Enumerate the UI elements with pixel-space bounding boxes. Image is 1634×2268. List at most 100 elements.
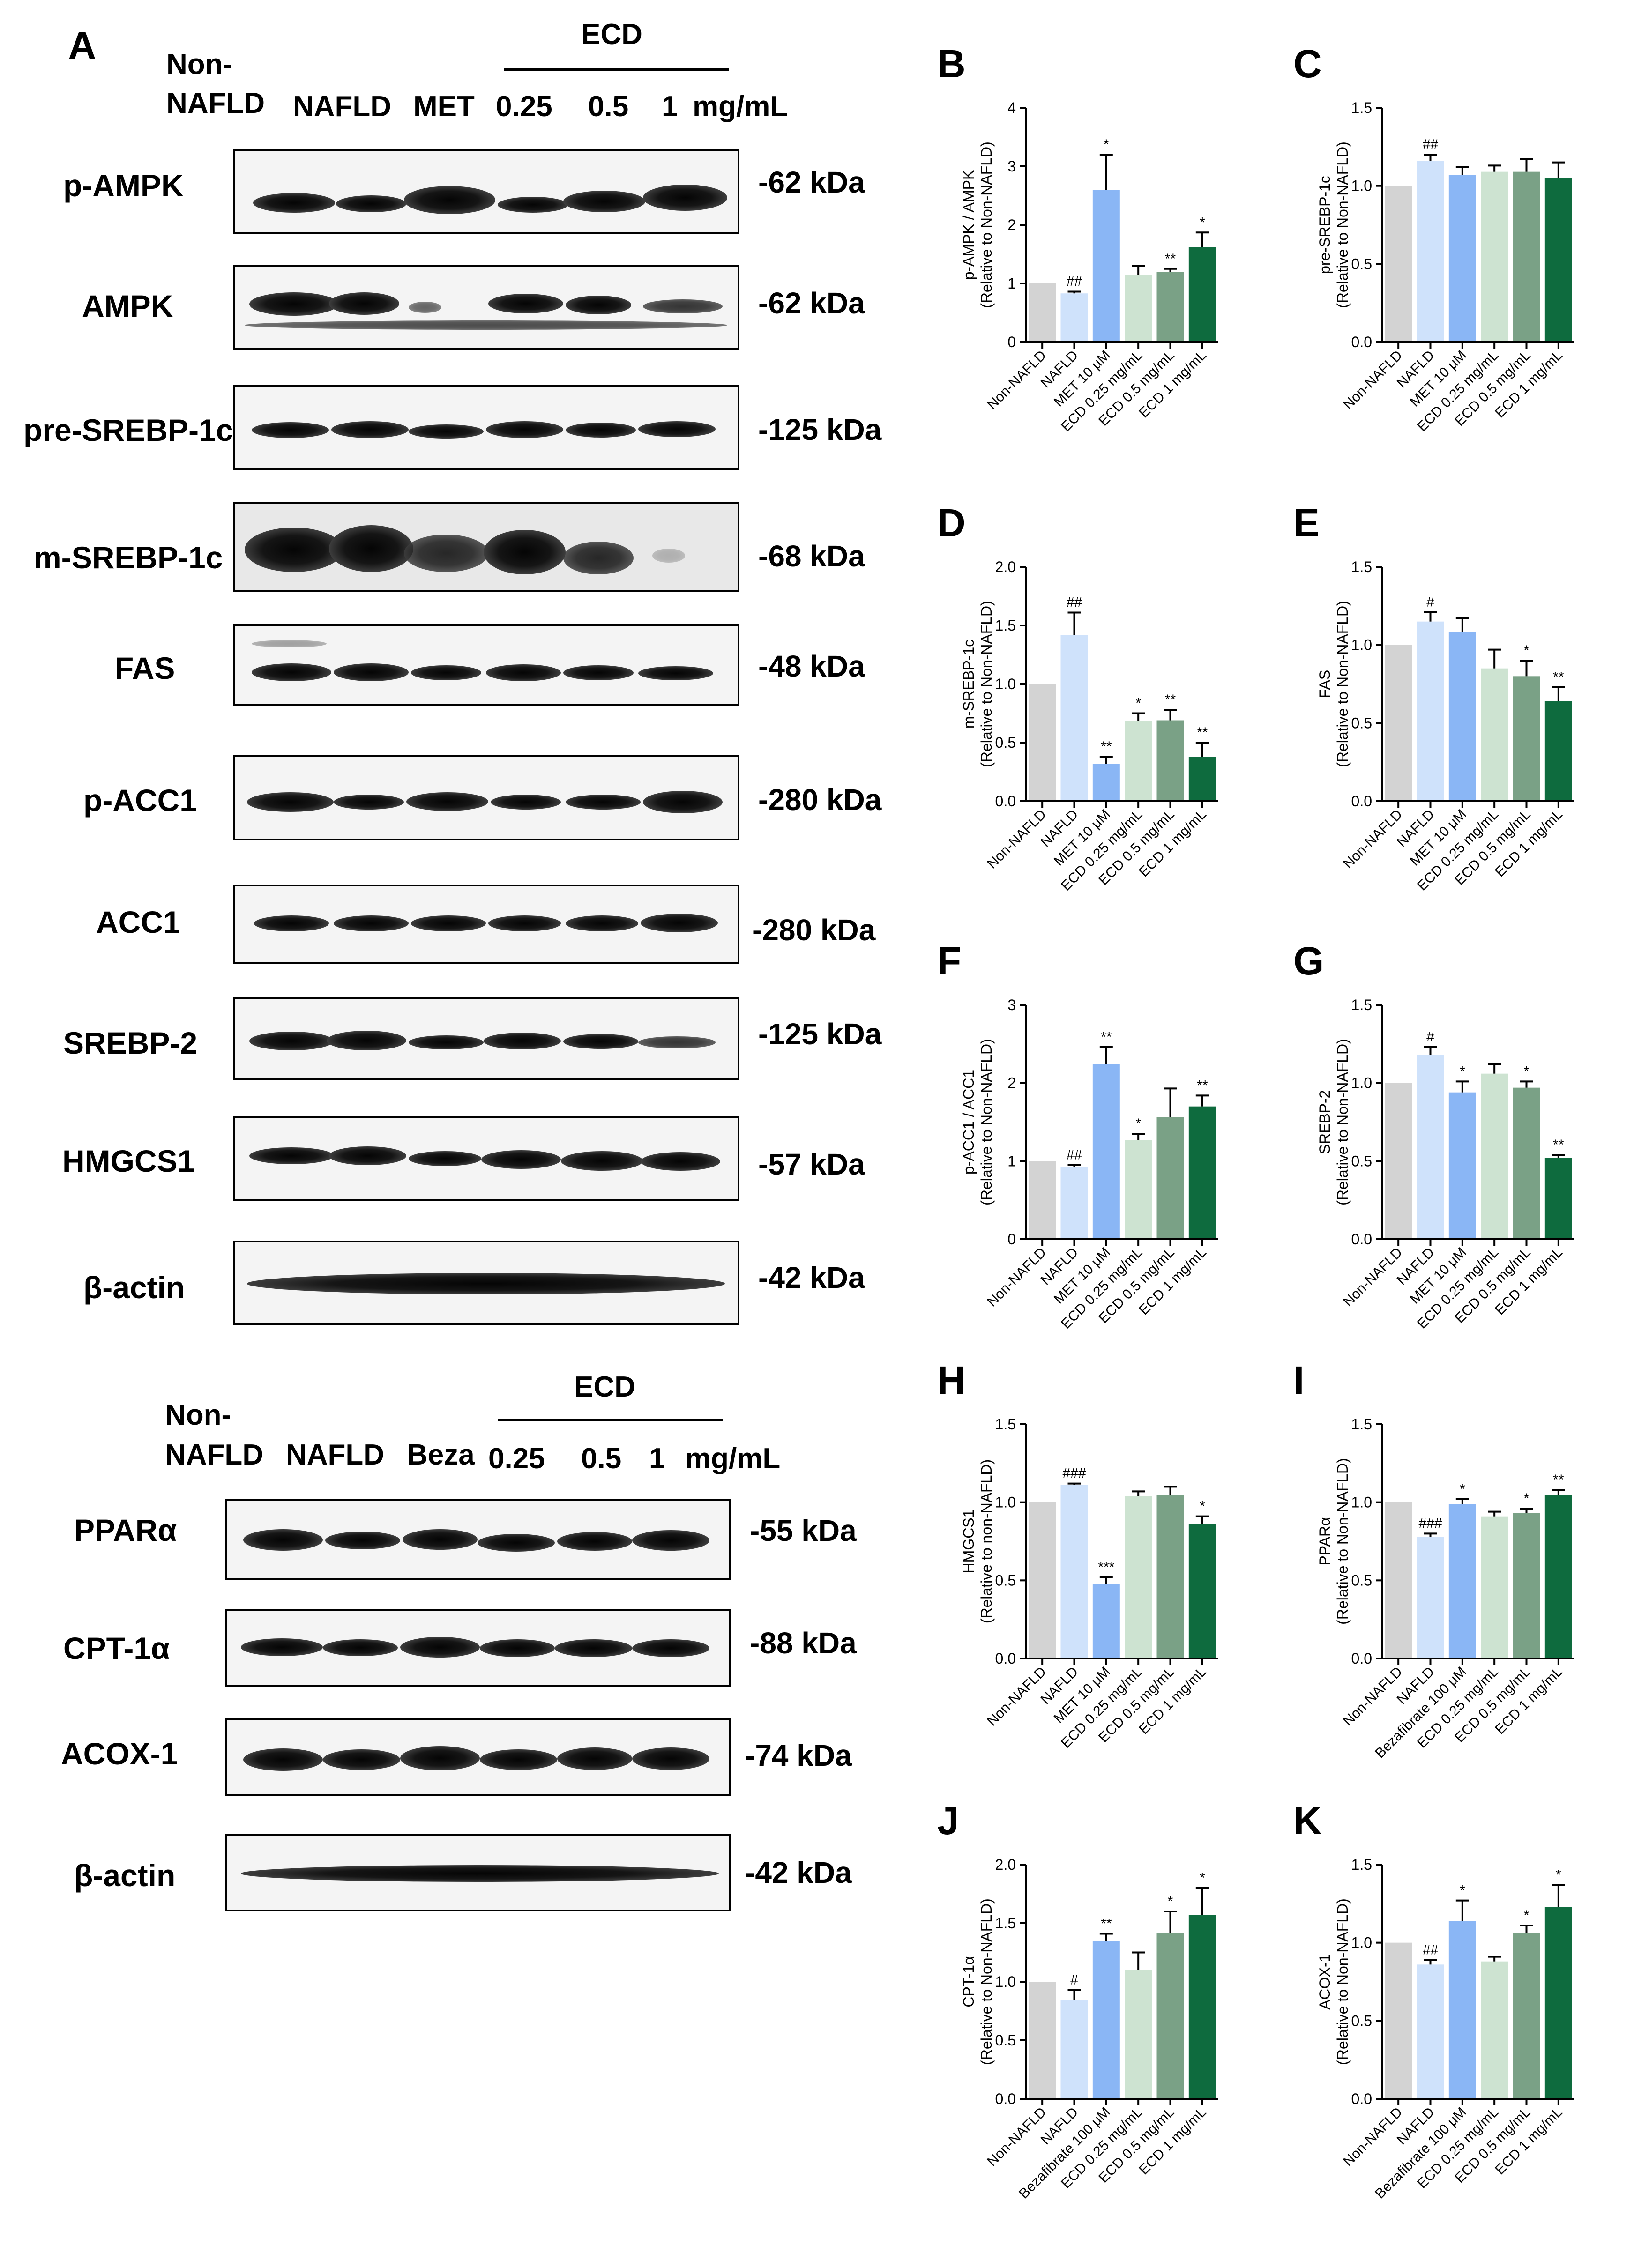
bar — [1029, 283, 1056, 342]
y-tick-label: 3 — [1007, 996, 1016, 1013]
significance-label: * — [1168, 1894, 1173, 1909]
bar — [1513, 1933, 1540, 2099]
chart-d: D##*** ****0.00.51.01.52.0Non-NAFLDNAFLDM… — [937, 501, 1218, 894]
bar — [1448, 632, 1476, 801]
bar — [1060, 293, 1088, 342]
significance-label: ## — [1423, 137, 1439, 152]
y-axis-label: FAS — [1316, 670, 1333, 698]
bar — [1481, 1961, 1508, 2099]
y-axis-label: PPARα — [1316, 1517, 1333, 1565]
blot-image — [233, 502, 739, 592]
header-ecd-line — [498, 1419, 723, 1421]
bar — [1125, 275, 1152, 342]
header-nafld: NAFLD — [293, 90, 392, 123]
bar — [1448, 1921, 1476, 2099]
panel-letter: F — [937, 939, 961, 983]
y-tick-label: 1.0 — [995, 1973, 1016, 1990]
y-tick-label: 0.0 — [1351, 1650, 1372, 1667]
blot-image — [225, 1499, 731, 1580]
y-axis-sublabel: (Relative to Non-NAFLD) — [978, 141, 995, 308]
y-tick-label: 0.5 — [995, 1572, 1016, 1589]
y-axis-sublabel: (Relative to Non-NAFLD) — [978, 601, 995, 767]
y-tick-label: 1.0 — [1351, 178, 1372, 194]
blot-image — [233, 885, 739, 964]
blot-kda: -55 kDa — [750, 1514, 857, 1547]
bar — [1417, 1537, 1444, 1658]
chart-j: J#****0.00.51.01.52.0Non-NAFLDNAFLDBezaf… — [937, 1799, 1218, 2201]
header-ecd: ECD — [581, 18, 642, 51]
blot-kda: -74 kDa — [745, 1739, 852, 1772]
y-tick-label: 1.5 — [1351, 996, 1372, 1013]
y-axis-sublabel: (Relative to Non-NAFLD) — [1334, 1039, 1351, 1205]
blot-label: ACC1 — [96, 905, 180, 939]
blot-label: FAS — [115, 651, 175, 685]
bar — [1029, 684, 1056, 801]
bar — [1188, 757, 1216, 801]
bar — [1125, 1140, 1152, 1239]
bar — [1092, 1941, 1120, 2099]
significance-label: * — [1524, 1063, 1530, 1079]
y-axis-label: p-AMPK / AMPK — [960, 170, 977, 280]
y-axis-sublabel: (Relative to Non-NAFLD) — [978, 1039, 995, 1205]
bar — [1448, 1092, 1476, 1239]
bar — [1513, 1087, 1540, 1239]
blot-kda: -125 kDa — [758, 413, 882, 446]
significance-label: ** — [1553, 1137, 1564, 1153]
y-tick-label: 1.5 — [995, 1915, 1016, 1932]
blot-image — [225, 1834, 731, 1911]
header-nafld: NAFLD — [286, 1439, 385, 1471]
header-beza: Beza — [407, 1439, 475, 1471]
panel-letter: B — [937, 42, 966, 86]
panel-letter: C — [1293, 42, 1322, 86]
y-tick-label: 0 — [1007, 334, 1016, 350]
header-dose-05: 0.5 — [588, 90, 629, 123]
y-tick-label: 0.5 — [995, 734, 1016, 751]
blot-label: CPT-1α — [63, 1631, 170, 1666]
panel-letter: K — [1293, 1799, 1322, 1843]
bar — [1513, 676, 1540, 801]
bar — [1156, 272, 1184, 342]
y-tick-label: 0.0 — [995, 793, 1016, 810]
significance-label: ** — [1553, 669, 1564, 685]
y-tick-label: 0.0 — [1351, 1231, 1372, 1248]
header-ecd-line — [504, 68, 729, 71]
panel-letter-a: A — [68, 24, 97, 68]
blot-label: m-SREBP-1c — [34, 540, 223, 575]
significance-label: ** — [1165, 251, 1176, 267]
header-dose-1: 1 — [649, 1443, 665, 1475]
bar — [1385, 1502, 1412, 1658]
y-tick-label: 2.0 — [995, 558, 1016, 575]
significance-label: * — [1556, 1867, 1561, 1882]
blot-image — [233, 997, 739, 1080]
bar — [1385, 1942, 1412, 2099]
bar — [1125, 1496, 1152, 1658]
header-unit: mg/mL — [693, 90, 788, 123]
blot-kda: -125 kDa — [758, 1017, 882, 1051]
header-unit: mg/mL — [685, 1443, 781, 1475]
bar — [1029, 1982, 1056, 2099]
y-axis-label: p-ACC1 / ACC1 — [960, 1070, 977, 1175]
y-tick-label: 0 — [1007, 1231, 1016, 1248]
panel-a: A Non- NAFLD NAFLD MET 0.25 0.5 1 mg/mL … — [0, 0, 918, 1968]
y-axis-label: pre-SREBP-1c — [1316, 176, 1333, 274]
bar — [1156, 1117, 1184, 1239]
blot-label: pre-SREBP-1c — [23, 413, 233, 447]
y-tick-label: 0.5 — [1351, 255, 1372, 272]
bar — [1156, 1495, 1184, 1658]
significance-label: * — [1135, 1116, 1141, 1131]
significance-label: ## — [1067, 595, 1082, 610]
bar — [1188, 1524, 1216, 1658]
significance-label: * — [1460, 1063, 1465, 1079]
panel-letter: E — [1293, 501, 1320, 545]
bar — [1544, 701, 1572, 801]
y-tick-label: 0.0 — [1351, 793, 1372, 810]
header-met: MET — [413, 90, 475, 123]
bar — [1188, 1915, 1216, 2099]
y-tick-label: 1.5 — [995, 1416, 1016, 1433]
bar — [1385, 1083, 1412, 1239]
y-axis-sublabel: (Relative to Non-NAFLD) — [978, 1898, 995, 2065]
header-dose-05: 0.5 — [581, 1443, 622, 1475]
bar — [1156, 720, 1184, 801]
y-tick-label: 4 — [1007, 99, 1016, 116]
